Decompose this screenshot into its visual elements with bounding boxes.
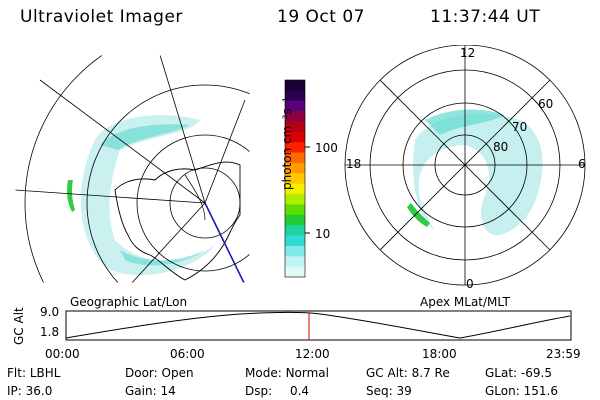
flt-value: LBHL [29, 366, 61, 380]
timeline-xtick-0000: 00:00 [45, 347, 80, 361]
gain-field: Gain: 14 [125, 384, 176, 398]
dsp-field: Dsp: 0.4 [245, 384, 310, 398]
colorbar-gradient [285, 80, 305, 278]
observation-date: 19 Oct 07 [277, 7, 365, 27]
magnetic-panel-label: Apex MLat/MLT [420, 295, 510, 309]
mlt-label-6: 6 [578, 157, 586, 171]
mode-value: Normal [285, 366, 329, 380]
colorbar-step [285, 173, 305, 185]
mlat-label-80: 80 [493, 140, 509, 154]
door-field: Door: Open [125, 366, 194, 380]
colorbar-step [285, 204, 305, 216]
glon-value: 151.6 [523, 384, 558, 398]
colorbar-tick-10: 10 [315, 227, 331, 241]
instrument-title: Ultraviolet Imager [20, 7, 183, 27]
colorbar-tick-100: 100 [315, 141, 338, 155]
glon-field: GLon: 151.6 [485, 384, 558, 398]
colorbar-step [285, 245, 305, 257]
mlt-label-18: 18 [346, 157, 362, 171]
colorbar-unit-label: photon cm⁻²s⁻¹ [280, 97, 294, 190]
timeline-xtick-2359: 23:59 [546, 347, 581, 361]
gc-alt-value: 8.7 Re [411, 366, 450, 380]
altitude-curve [65, 312, 571, 339]
colorbar-step [285, 266, 305, 278]
mlat-label-70: 70 [512, 120, 528, 134]
mlt-label-12: 12 [460, 46, 476, 60]
colorbar-step [285, 142, 305, 154]
timeline-ytick-max: 9.0 [40, 305, 60, 319]
colorbar-step [285, 111, 305, 122]
aurora-oval-geo [80, 115, 215, 276]
gc-altitude-timeline [65, 310, 572, 341]
colorbar-step [285, 121, 305, 133]
glat-field: GLat: -69.5 [485, 366, 552, 380]
colorbar-step [285, 194, 305, 205]
aurora-green-arc-geo [67, 180, 75, 212]
timeline-axis-label: GC Alt [12, 307, 26, 345]
flt-field: Flt: LBHL [7, 366, 61, 380]
mlat-label-60: 60 [538, 97, 554, 111]
timeline-xtick-1200: 12:00 [295, 347, 330, 361]
timeline-xtick-0600: 06:00 [170, 347, 205, 361]
dsp-value: 0.4 [289, 384, 310, 398]
colorbar-step [285, 256, 305, 268]
colorbar-step [285, 80, 305, 91]
seq-field: Seq: 39 [366, 384, 412, 398]
satellite-track [204, 202, 245, 283]
gain-value: 14 [160, 384, 176, 398]
seq-value: 39 [396, 384, 412, 398]
colorbar-step [285, 235, 305, 247]
glat-value: -69.5 [520, 366, 552, 380]
colorbar-step [285, 183, 305, 195]
colorbar-step [285, 214, 305, 226]
geographic-map [14, 54, 251, 284]
colorbar-step [285, 162, 305, 174]
observation-time: 11:37:44 UT [430, 7, 541, 27]
mlt-label-0: 0 [466, 277, 474, 291]
aurora-green-arc-mag [407, 203, 430, 227]
ip-value: 36.0 [25, 384, 53, 398]
colorbar-step [285, 225, 305, 237]
geographic-panel-label: Geographic Lat/Lon [70, 295, 188, 309]
coastline [114, 161, 241, 281]
mode-field: Mode: Normal [245, 366, 329, 380]
ip-field: IP: 36.0 [7, 384, 53, 398]
timeline-xtick-1800: 18:00 [422, 347, 457, 361]
aurora-oval-mag [413, 113, 543, 236]
gc-alt-field: GC Alt: 8.7 Re [366, 366, 450, 380]
colorbar-step [285, 152, 305, 164]
timeline-ytick-min: 1.8 [40, 325, 60, 339]
colorbar-step [285, 131, 305, 143]
magnetic-polar-plot [344, 45, 586, 286]
door-value: Open [161, 366, 194, 380]
colorbar [284, 79, 310, 278]
colorbar-step [285, 90, 305, 102]
colorbar-step [285, 100, 305, 112]
